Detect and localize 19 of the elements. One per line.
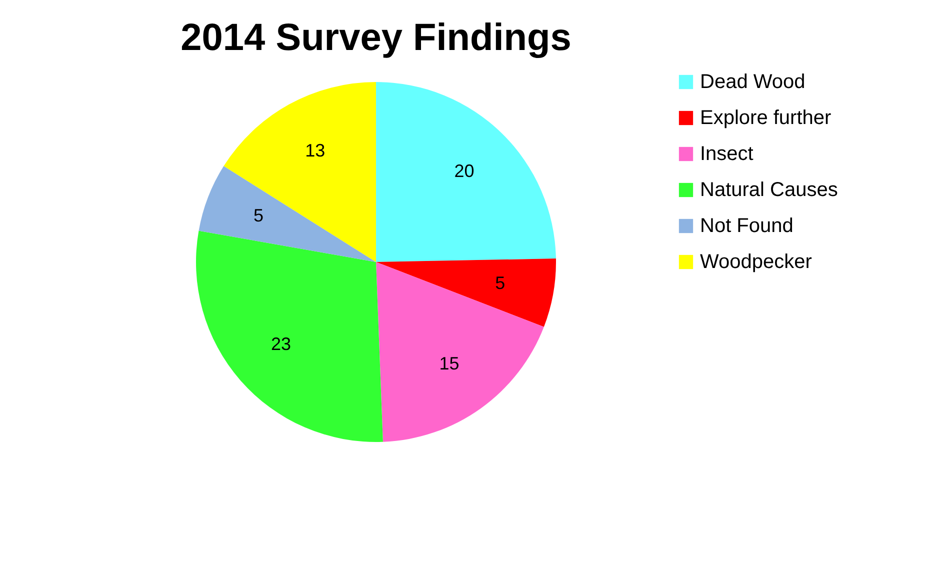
pie-slice xyxy=(376,82,556,262)
legend-label: Dead Wood xyxy=(700,71,806,93)
data-label: 13 xyxy=(305,140,326,161)
legend-label: Natural Causes xyxy=(700,179,838,201)
data-label: 23 xyxy=(271,334,292,354)
data-label: 20 xyxy=(454,161,474,182)
legend-label: Not Found xyxy=(700,215,794,237)
data-label: 5 xyxy=(253,206,264,226)
data-label: 15 xyxy=(439,354,460,374)
pie-slice xyxy=(224,82,376,262)
legend-label: Insect xyxy=(700,143,754,165)
data-label: 5 xyxy=(495,272,506,293)
legend-label: Explore further xyxy=(700,107,832,129)
pie-slice xyxy=(198,166,376,262)
pie-slice xyxy=(196,230,383,442)
chart-title: 2014 Survey Findings xyxy=(180,17,572,59)
legend-label: Woodpecker xyxy=(700,251,812,273)
pie-slice xyxy=(376,262,544,442)
pie-slice xyxy=(376,258,556,327)
